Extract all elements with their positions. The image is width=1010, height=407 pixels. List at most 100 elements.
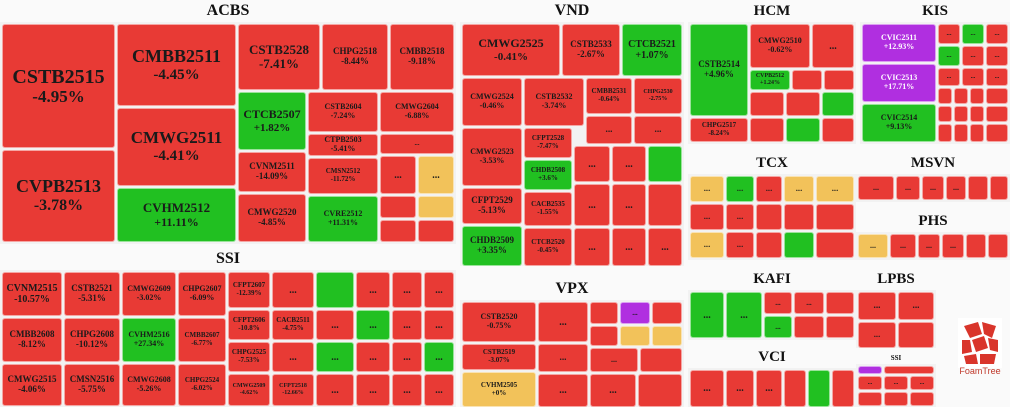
- warrant-cell[interactable]: ...: [690, 176, 724, 202]
- warrant-cell[interactable]: [832, 370, 854, 407]
- warrant-cell[interactable]: [954, 106, 968, 122]
- warrant-cell[interactable]: ...: [922, 176, 944, 200]
- warrant-cell[interactable]: [786, 92, 820, 116]
- warrant-cell[interactable]: [652, 302, 682, 324]
- warrant-cell-chdb2508[interactable]: CHDB2508 +3.6%: [524, 160, 572, 190]
- warrant-cell-cfpt2607[interactable]: CFPT2607 -12.39%: [228, 272, 270, 308]
- warrant-cell[interactable]: [590, 326, 618, 346]
- warrant-cell[interactable]: [986, 106, 1008, 122]
- warrant-cell[interactable]: ...: [590, 348, 638, 372]
- warrant-cell-chpg2524[interactable]: CHPG2524 -6.02%: [178, 364, 226, 406]
- warrant-cell[interactable]: [970, 124, 984, 142]
- warrant-cell[interactable]: ...: [726, 370, 754, 407]
- warrant-cell[interactable]: ...: [918, 234, 940, 258]
- warrant-cell[interactable]: ...: [898, 292, 934, 320]
- warrant-cell[interactable]: ...: [756, 370, 782, 407]
- warrant-cell[interactable]: ...: [690, 232, 724, 258]
- warrant-cell-cmwg2510[interactable]: CMWG2510 -0.62%: [750, 24, 810, 68]
- warrant-cell[interactable]: [898, 322, 934, 348]
- warrant-cell[interactable]: [938, 106, 952, 122]
- warrant-cell[interactable]: ...: [962, 68, 984, 86]
- warrant-cell[interactable]: [822, 92, 854, 116]
- warrant-cell[interactable]: ...: [726, 232, 754, 258]
- warrant-cell[interactable]: ...: [316, 374, 354, 406]
- warrant-cell[interactable]: ...: [590, 374, 636, 407]
- warrant-cell-cmsn2516[interactable]: CMSN2516 -5.75%: [64, 364, 120, 406]
- warrant-cell[interactable]: ...: [392, 374, 422, 406]
- warrant-cell-cmwg2520[interactable]: CMWG2520 -4.85%: [238, 194, 306, 242]
- warrant-cell-cvpb2513[interactable]: CVPB2513 -3.78%: [2, 150, 115, 242]
- warrant-cell[interactable]: ...: [884, 376, 908, 390]
- warrant-cell[interactable]: [986, 124, 1008, 142]
- warrant-cell[interactable]: ...: [942, 234, 964, 258]
- warrant-cell-cstb2520[interactable]: CSTB2520 -0.75%: [462, 302, 536, 342]
- warrant-cell-ctcb2521[interactable]: CTCB2521 +1.07%: [622, 24, 682, 76]
- warrant-cell[interactable]: ...: [726, 204, 754, 230]
- warrant-cell[interactable]: ...: [784, 176, 814, 202]
- warrant-cell[interactable]: ...: [986, 24, 1008, 44]
- warrant-cell-cmbb2511[interactable]: CMBB2511 -4.45%: [117, 24, 236, 106]
- warrant-cell-cstb2515[interactable]: CSTB2515 -4.95%: [2, 24, 115, 148]
- warrant-cell-cmwg2515[interactable]: CMWG2515 -4.06%: [2, 364, 62, 406]
- warrant-cell-chpg2608[interactable]: CHPG2608 -10.12%: [64, 318, 120, 362]
- warrant-cell-cstb2532[interactable]: CSTB2532 -3.74%: [524, 78, 584, 126]
- warrant-cell[interactable]: [418, 220, 454, 242]
- warrant-cell[interactable]: ...: [620, 302, 650, 324]
- warrant-cell[interactable]: [816, 204, 854, 230]
- warrant-cell-cmbb2608[interactable]: CMBB2608 -8.12%: [2, 318, 62, 362]
- warrant-cell[interactable]: [756, 232, 782, 258]
- warrant-cell-cfpt2528[interactable]: CFPT2528 -7.47%: [524, 128, 572, 158]
- warrant-cell[interactable]: [418, 196, 454, 218]
- warrant-cell-cmbb2607[interactable]: CMBB2607 -6.77%: [178, 318, 226, 362]
- warrant-cell[interactable]: ...: [858, 322, 896, 348]
- warrant-cell[interactable]: [784, 370, 806, 407]
- warrant-cell[interactable]: ...: [910, 376, 934, 390]
- warrant-cell[interactable]: [756, 204, 782, 230]
- warrant-cell[interactable]: ...: [392, 310, 422, 340]
- warrant-cell-cvpb2512[interactable]: CVPB2512 +1.24%: [750, 70, 790, 90]
- warrant-cell[interactable]: [986, 88, 1008, 104]
- warrant-cell[interactable]: ...: [764, 316, 792, 338]
- warrant-cell[interactable]: [648, 184, 682, 226]
- warrant-cell[interactable]: [966, 234, 986, 258]
- warrant-cell[interactable]: ...: [962, 46, 984, 66]
- warrant-cell[interactable]: [826, 316, 854, 338]
- warrant-cell-cstb2514[interactable]: CSTB2514 +4.96%: [690, 24, 748, 116]
- warrant-cell-cmbb2531[interactable]: CMBB2531 -0.64%: [586, 78, 632, 114]
- warrant-cell[interactable]: [640, 348, 682, 372]
- warrant-cell[interactable]: ...: [418, 156, 454, 194]
- warrant-cell-cacb2535[interactable]: CACB2535 -1.55%: [524, 192, 572, 226]
- warrant-cell[interactable]: ...: [574, 146, 610, 182]
- warrant-cell[interactable]: ...: [634, 116, 682, 144]
- warrant-cell[interactable]: ...: [424, 342, 454, 372]
- warrant-cell-cvic2511[interactable]: CVIC2511 +12.93%: [862, 24, 936, 62]
- warrant-cell[interactable]: ...: [392, 272, 422, 308]
- warrant-cell[interactable]: ...: [764, 292, 792, 314]
- warrant-cell[interactable]: ...: [612, 146, 646, 182]
- warrant-cell-cstb2604[interactable]: CSTB2604 -7.24%: [308, 92, 378, 132]
- warrant-cell-cfpt2518[interactable]: CFPT2518 -12.66%: [272, 374, 314, 406]
- warrant-cell[interactable]: [792, 70, 822, 90]
- warrant-cell[interactable]: [380, 220, 416, 242]
- warrant-cell-cvic2514[interactable]: CVIC2514 +9.13%: [862, 104, 936, 142]
- warrant-cell[interactable]: [884, 392, 908, 406]
- warrant-cell-cvic2513[interactable]: CVIC2513 +17.71%: [862, 64, 936, 102]
- warrant-cell-cmwg2509[interactable]: CMWG2509 -4.62%: [228, 374, 270, 406]
- warrant-cell-ctcb2520[interactable]: CTCB2520 -0.45%: [524, 228, 572, 266]
- warrant-cell[interactable]: [858, 392, 882, 406]
- warrant-cell[interactable]: ...: [986, 68, 1008, 86]
- warrant-cell[interactable]: [620, 326, 650, 346]
- warrant-cell-cstb2519[interactable]: CSTB2519 -3.07%: [462, 344, 536, 370]
- warrant-cell[interactable]: ...: [356, 310, 390, 340]
- warrant-cell[interactable]: ...: [538, 344, 588, 372]
- warrant-cell[interactable]: ...: [962, 24, 984, 44]
- warrant-cell[interactable]: ...: [896, 176, 920, 200]
- warrant-cell[interactable]: ...: [424, 272, 454, 308]
- warrant-cell[interactable]: ...: [272, 272, 314, 308]
- warrant-cell-cfpt2529[interactable]: CFPT2529 -5.13%: [462, 188, 522, 224]
- warrant-cell[interactable]: ...: [356, 374, 390, 406]
- warrant-cell[interactable]: ...: [648, 228, 682, 266]
- warrant-cell-ctcb2507[interactable]: CTCB2507 +1.82%: [238, 92, 306, 150]
- warrant-cell-chpg2518[interactable]: CHPG2518 -8.44%: [322, 24, 388, 90]
- warrant-cell[interactable]: ...: [794, 292, 824, 314]
